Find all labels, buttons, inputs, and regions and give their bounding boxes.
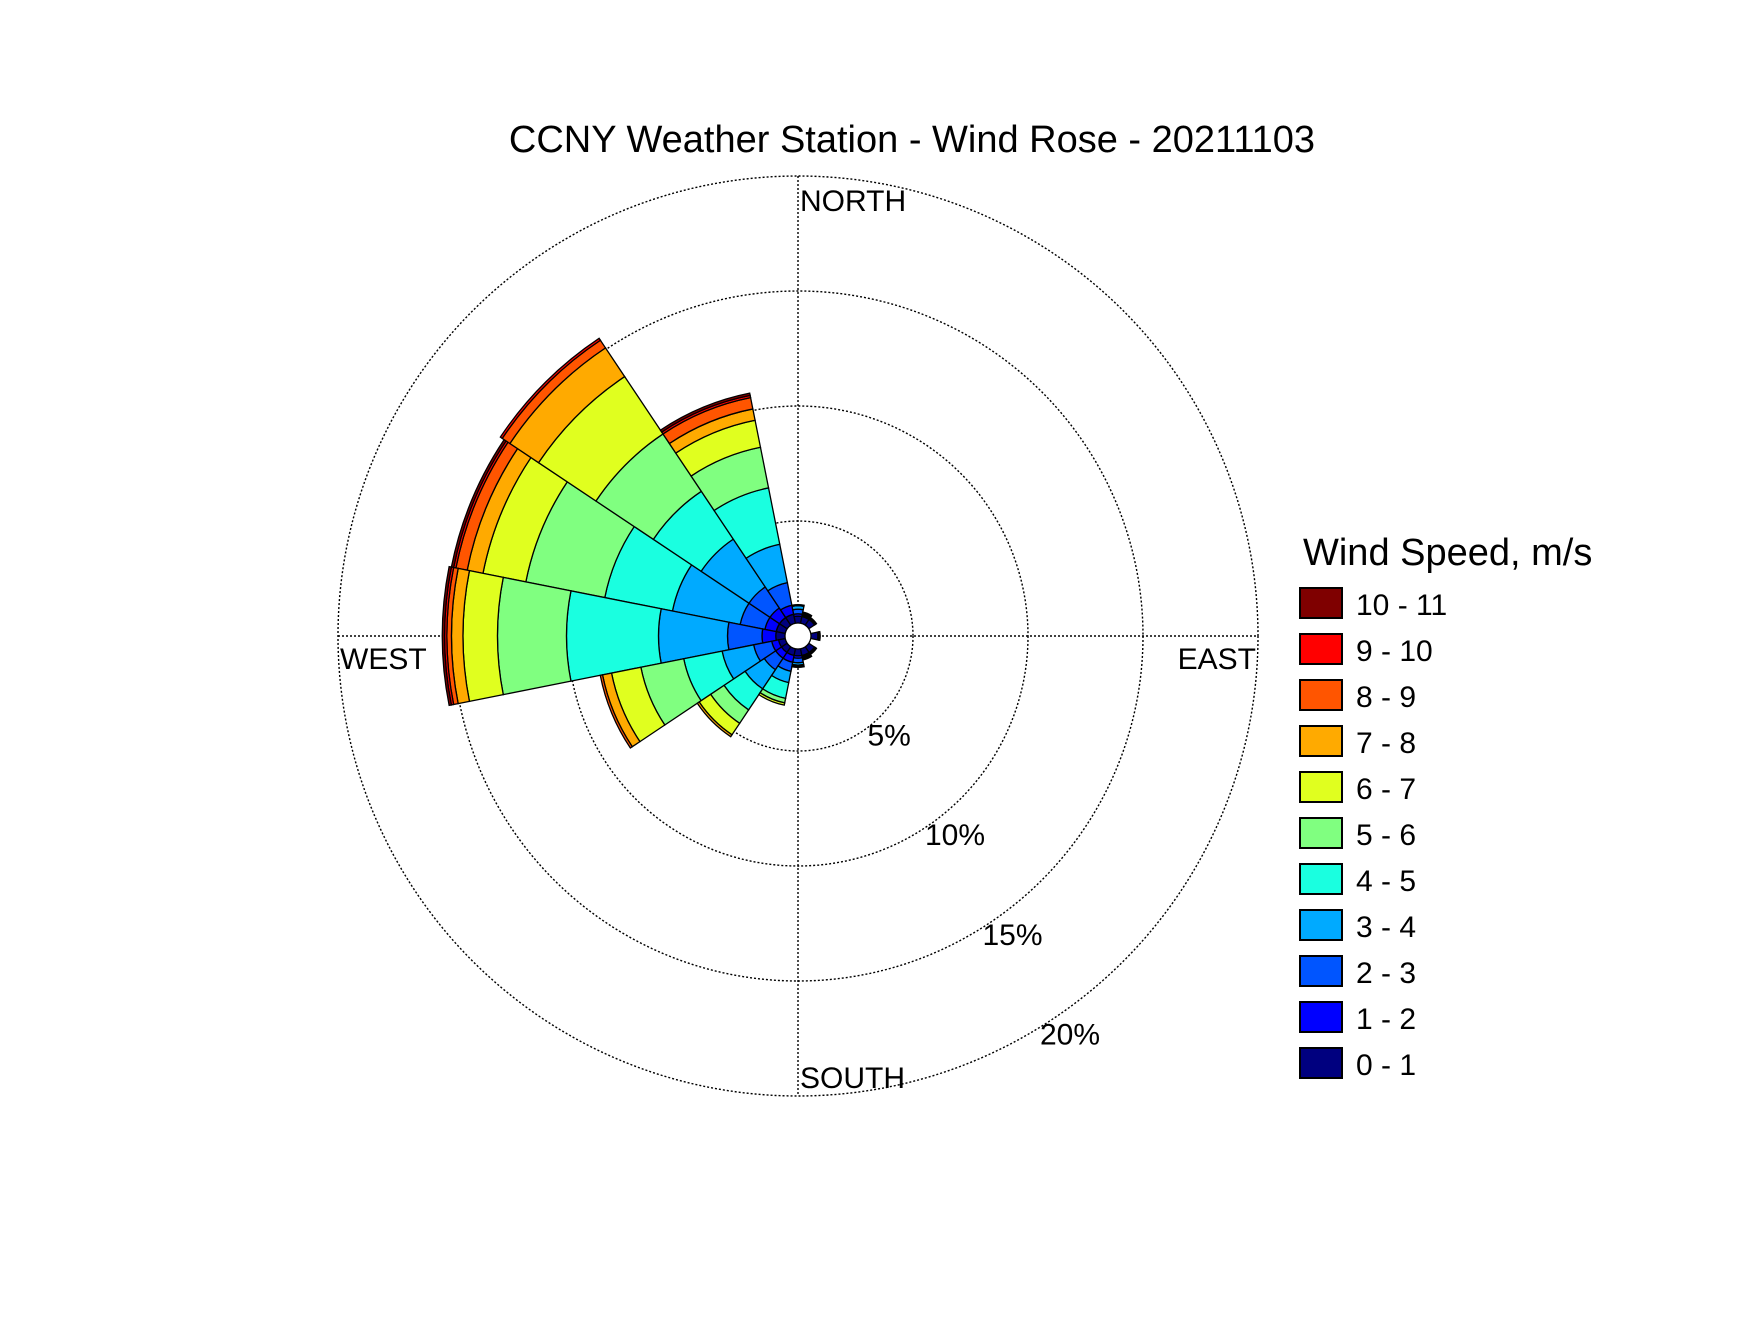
petal-segment <box>462 569 505 703</box>
grid-labels: NORTH EAST SOUTH WEST 5% 10% 15% 20% <box>340 185 1256 1095</box>
legend-label: 10 - 11 <box>1356 589 1447 622</box>
ring-label: 10% <box>925 819 985 852</box>
legend-swatch <box>1299 725 1343 757</box>
petal-segment <box>499 337 602 440</box>
petal-segment <box>817 630 821 642</box>
wind-petals <box>441 337 821 749</box>
petal-segment <box>659 392 751 433</box>
petal-segment <box>791 664 805 669</box>
center-hole <box>784 622 812 650</box>
petal-segment <box>809 631 819 641</box>
legend-swatch <box>1299 817 1343 849</box>
legend-swatch <box>1299 1001 1343 1033</box>
legend-swatch <box>1299 633 1343 665</box>
legend-swatch <box>1299 587 1343 619</box>
legend-label: 1 - 2 <box>1356 1003 1416 1036</box>
direction-label: WEST <box>340 643 427 676</box>
petal-segment <box>801 654 813 661</box>
direction-label: SOUTH <box>800 1062 905 1095</box>
petal-segment <box>791 603 805 608</box>
legend-label: 6 - 7 <box>1356 773 1416 806</box>
petal-segment <box>599 674 634 749</box>
legend-label: 5 - 6 <box>1356 819 1416 852</box>
petal-segment <box>496 576 572 696</box>
legend-swatch <box>1299 771 1343 803</box>
legend-swatch <box>1299 863 1343 895</box>
legend-swatch <box>1299 955 1343 987</box>
legend-label: 4 - 5 <box>1356 865 1416 898</box>
ring-label: 5% <box>868 720 911 753</box>
petal-segment <box>808 616 818 626</box>
legend-label: 2 - 3 <box>1356 957 1416 990</box>
legend-label: 7 - 8 <box>1356 727 1416 760</box>
legend-label: 9 - 10 <box>1356 635 1433 668</box>
direction-label: NORTH <box>800 185 906 218</box>
legend-label: 3 - 4 <box>1356 911 1416 944</box>
petal-segment <box>696 701 733 738</box>
legend-title: Wind Speed, m/s <box>1303 532 1592 574</box>
ring-label: 20% <box>1040 1018 1100 1051</box>
petal-segment <box>441 565 453 707</box>
legend-label: 0 - 1 <box>1356 1049 1416 1082</box>
legend-swatch <box>1299 1047 1343 1079</box>
petal-segment <box>801 611 813 618</box>
legend: 10 - 11 9 - 10 8 - 9 7 - 8 6 - 7 5 - 6 4 - 5 3 … <box>1299 587 1447 1082</box>
ring-label: 15% <box>983 919 1043 952</box>
legend-swatch <box>1299 679 1343 711</box>
direction-label: EAST <box>1178 643 1256 676</box>
legend-label: 8 - 9 <box>1356 681 1416 714</box>
petal-segment <box>757 691 786 706</box>
legend-swatch <box>1299 909 1343 941</box>
chart-title: CCNY Weather Station - Wind Rose - 20211… <box>509 119 1315 161</box>
